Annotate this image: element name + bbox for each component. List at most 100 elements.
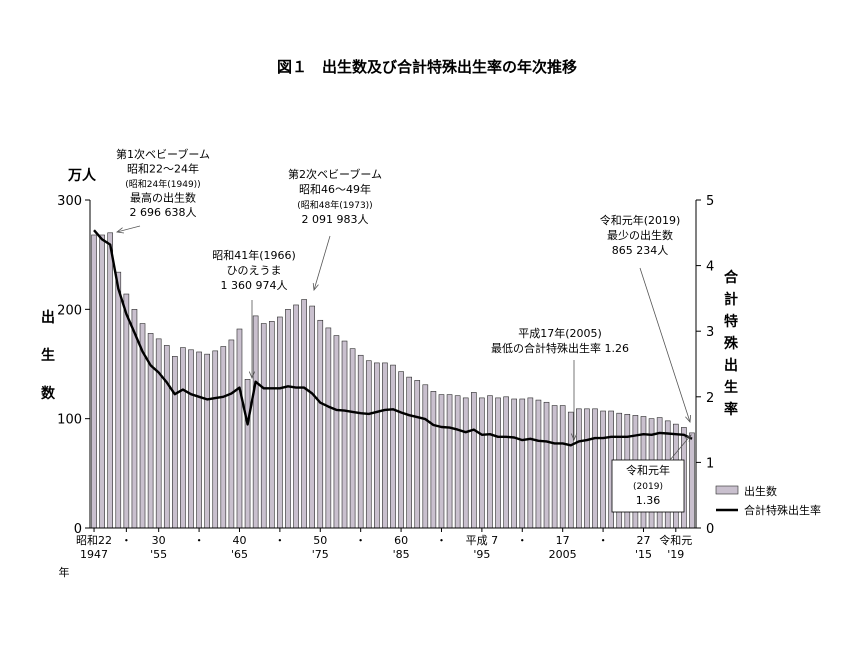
bar-1950 (115, 271, 122, 529)
legend-bar-swatch (715, 485, 739, 495)
bar-2021 (689, 432, 695, 529)
x-tick-label-bottom: '95 (473, 548, 490, 561)
annotation-line: 昭和41年(1966) (212, 248, 296, 262)
bar-1951 (123, 293, 130, 529)
x-tick-label-bottom: '65 (231, 548, 248, 561)
left-axis-unit: 万人 (67, 167, 97, 184)
left-tick-label: 0 (74, 522, 82, 537)
x-tick-label-bottom: '55 (150, 548, 167, 561)
bar-1964 (228, 339, 235, 529)
bar-1967 (252, 315, 259, 529)
bar-1968 (260, 323, 267, 529)
annotation-line: 2 091 983人 (302, 213, 369, 226)
x-tick-label-top: 60 (394, 534, 408, 547)
right-tick-label: 5 (706, 194, 714, 209)
x-tick-label-top: 50 (313, 534, 327, 547)
x-tick-label-top: ・ (598, 534, 609, 547)
bar-1986 (406, 376, 412, 529)
right-tick-label: 4 (706, 260, 714, 275)
x-axis-year-label: 年 (59, 565, 70, 579)
annotation-hinoe: 昭和41年(1966) ひのえうま 1 360 974人 (212, 248, 296, 380)
bar-2006 (567, 411, 574, 529)
bar-1981 (365, 360, 372, 529)
bar-1963 (220, 346, 227, 529)
bar-1978 (341, 340, 348, 529)
annotation-line: 令和元年 (626, 463, 670, 477)
annotation-line: 昭和22～24年 (127, 162, 199, 176)
right-tick-label: 3 (706, 325, 714, 340)
annotation-arrowhead (570, 433, 578, 442)
annotation-line: 令和元年(2019) (600, 213, 681, 227)
bar-1996 (487, 395, 493, 529)
x-tick-label-top: 40 (232, 534, 246, 547)
left-tick-label: 100 (57, 413, 82, 428)
annotation-line: 2 696 638人 (130, 206, 197, 219)
right-tick-label: 2 (706, 391, 714, 406)
annotation-leader (313, 235, 331, 291)
bar-1966 (244, 379, 251, 529)
x-tick-label-top: 昭和22 (76, 534, 112, 547)
bar-1962 (212, 350, 219, 529)
bar-1999 (511, 398, 518, 529)
bar-2000 (519, 398, 526, 529)
left-axis-label-char: 数 (41, 385, 56, 402)
x-tick-label-top: 17 (556, 534, 570, 547)
annotation-leader (639, 267, 691, 423)
bar-1993 (462, 397, 469, 529)
x-tick-label-bottom: '15 (635, 548, 652, 561)
bar-1955 (155, 338, 162, 529)
bar-1980 (357, 354, 364, 529)
bar-1952 (131, 309, 138, 529)
right-axis-label-char: 特 (724, 313, 738, 330)
annotation-line: 第1次ベビーブーム (116, 147, 210, 161)
right-tick-label: 0 (706, 522, 714, 537)
annotation-line: 1.36 (636, 494, 661, 507)
annotation-line: 最少の出生数 (607, 228, 673, 242)
bar-1995 (479, 397, 485, 529)
x-tick-label-top: ・ (517, 534, 528, 547)
annotation-reiwa_rate: 令和元年 (2019) 1.36 (611, 434, 692, 513)
annotation-line: ひのえうま (227, 264, 282, 277)
annotation-reiwa_min: 令和元年(2019)最少の出生数 865 234人 (600, 213, 692, 423)
annotation-line: 1 360 974人 (221, 279, 288, 292)
bar-1949 (107, 232, 114, 529)
annotation-line: 平成17年(2005) (518, 326, 602, 340)
x-tick-label-bottom: '75 (312, 548, 329, 561)
bar-1965 (236, 328, 243, 529)
bar-1958 (180, 347, 186, 529)
annotation-arrowhead (248, 371, 256, 380)
annotation-line: (昭和24年(1949)) (125, 178, 200, 190)
right-tick-label: 1 (706, 456, 714, 471)
annotation-line: 昭和46～49年 (299, 182, 371, 196)
bar-1988 (422, 384, 429, 529)
left-tick-label: 300 (57, 194, 82, 209)
bar-1969 (268, 321, 275, 529)
bar-1987 (414, 380, 421, 529)
bar-1976 (325, 327, 332, 529)
axes (85, 199, 701, 532)
annotation-heisei17: 平成17年(2005)最低の合計特殊出生率 1.26 (491, 326, 629, 442)
annotation-line: 865 234人 (612, 244, 669, 257)
bar-1948 (99, 234, 105, 529)
annotation-leader (116, 225, 141, 233)
x-tick-label-top: ・ (194, 534, 205, 547)
bar-1985 (398, 371, 404, 529)
x-tick-label-bottom: '85 (393, 548, 410, 561)
annotation-line: 最高の出生数 (130, 191, 196, 205)
annotation-arrowhead (684, 434, 692, 442)
annotation-line: 最低の合計特殊出生率 1.26 (491, 341, 629, 355)
bar-2007 (576, 408, 582, 529)
bar-1974 (309, 305, 316, 529)
bar-1983 (382, 362, 388, 529)
birth-bars (91, 232, 695, 529)
fertility-rate-line-group (93, 229, 693, 447)
bar-2001 (527, 397, 534, 529)
x-tick-label-top: ・ (436, 534, 447, 547)
